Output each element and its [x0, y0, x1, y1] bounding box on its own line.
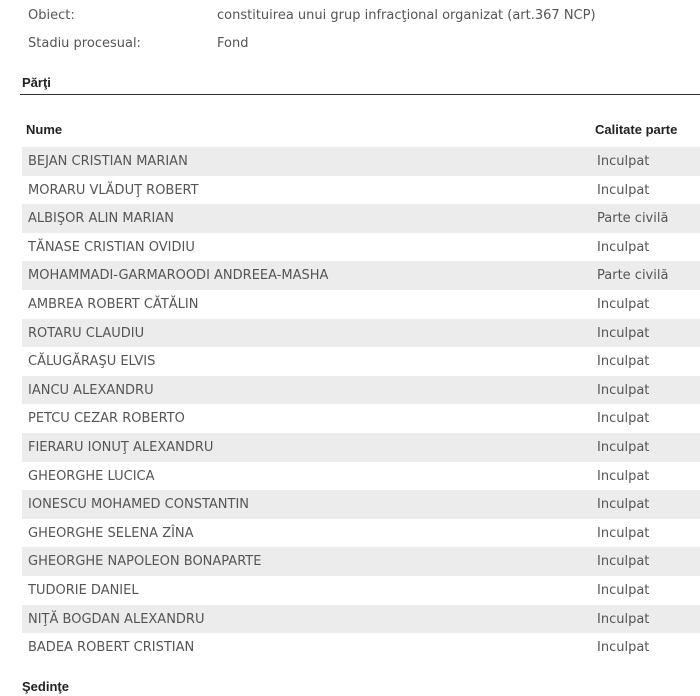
table-row: IONESCU MOHAMED CONSTANTIN Inculpat [22, 490, 700, 519]
section-title-parti: Părţi [22, 75, 51, 90]
table-row: GHEORGHE NAPOLEON BONAPARTE Inculpat [22, 547, 700, 576]
table-row: GHEORGHE SELENA ZÎNA Inculpat [22, 519, 700, 548]
table-row: TĂNASE CRISTIAN OVIDIU Inculpat [22, 233, 700, 262]
party-name: FIERARU IONUŢ ALEXANDRU [28, 439, 214, 455]
party-name: NIŢĂ BOGDAN ALEXANDRU [28, 611, 205, 627]
party-role: Inculpat [597, 611, 650, 627]
detail-label: Obiect: [28, 8, 75, 23]
parti-table: BEJAN CRISTIAN MARIAN Inculpat MORARU VLĂD… [22, 147, 700, 662]
section-divider [20, 94, 700, 95]
party-role: Inculpat [597, 382, 650, 398]
table-row: ROTARU CLAUDIU Inculpat [22, 318, 700, 348]
party-role: Inculpat [597, 411, 650, 427]
party-role: Inculpat [597, 582, 650, 598]
table-row: CĂLUGĂRAŞU ELVIS Inculpat [22, 347, 700, 376]
detail-value: constituirea unui grup infracţional orga… [217, 8, 596, 23]
party-name: BEJAN CRISTIAN MARIAN [28, 154, 188, 169]
party-name: IANCU ALEXANDRU [28, 382, 154, 398]
party-role: Inculpat [597, 439, 650, 455]
party-name: GHEORGHE NAPOLEON BONAPARTE [28, 554, 262, 570]
party-name: ROTARU CLAUDIU [28, 325, 145, 341]
detail-obiect: Obiect: constituirea unui grup infracţio… [28, 8, 596, 23]
party-role: Inculpat [597, 468, 650, 484]
table-row: GHEORGHE LUCICA Inculpat [22, 462, 700, 491]
table-header: Nume Calitate parte [22, 122, 700, 140]
party-role: Inculpat [597, 354, 650, 370]
table-row: BEJAN CRISTIAN MARIAN Inculpat [22, 147, 700, 176]
party-role: Inculpat [597, 182, 650, 198]
party-name: GHEORGHE SELENA ZÎNA [28, 525, 194, 541]
party-role: Parte civilă [597, 268, 669, 284]
party-name: ALBIŞOR ALIN MARIAN [28, 211, 174, 227]
section-title-sedinte: Şedinţe [22, 679, 69, 694]
party-role: Inculpat [597, 296, 650, 312]
party-name: TĂNASE CRISTIAN OVIDIU [28, 239, 195, 255]
detail-stadiu: Stadiu procesual: Fond [28, 36, 248, 51]
party-name: AMBREA ROBERT CĂTĂLIN [28, 296, 199, 312]
table-row: FIERARU IONUŢ ALEXANDRU Inculpat [22, 432, 700, 462]
column-header-calitate: Calitate parte [595, 122, 678, 137]
party-role: Inculpat [597, 640, 650, 656]
party-name: GHEORGHE LUCICA [28, 468, 155, 484]
party-name: PETCU CEZAR ROBERTO [28, 411, 185, 427]
column-header-nume: Nume [26, 122, 63, 137]
table-row: AMBREA ROBERT CĂTĂLIN Inculpat [22, 290, 700, 319]
party-role: Parte civilă [597, 211, 669, 227]
party-name: MORARU VLĂDUŢ ROBERT [28, 182, 199, 198]
party-name: BADEA ROBERT CRISTIAN [28, 640, 195, 656]
party-role: Inculpat [597, 554, 650, 570]
party-role: Inculpat [597, 325, 650, 341]
party-name: CĂLUGĂRAŞU ELVIS [28, 354, 156, 370]
detail-value: Fond [217, 36, 249, 51]
table-row: NIŢĂ BOGDAN ALEXANDRU Inculpat [22, 604, 700, 634]
party-name: MOHAMMADI-GARMAROODI ANDREEA-MASHA [28, 268, 329, 284]
table-row: PETCU CEZAR ROBERTO Inculpat [22, 404, 700, 433]
table-row: MORARU VLĂDUŢ ROBERT Inculpat [22, 176, 700, 205]
detail-label: Stadiu procesual: [28, 36, 141, 51]
party-role: Inculpat [597, 239, 650, 255]
table-row: IANCU ALEXANDRU Inculpat [22, 375, 700, 405]
party-name: TUDORIE DANIEL [28, 582, 139, 598]
party-role: Inculpat [597, 525, 650, 541]
table-row: TUDORIE DANIEL Inculpat [22, 576, 700, 605]
party-role: Inculpat [597, 497, 650, 513]
party-role: Inculpat [597, 154, 650, 169]
table-row: MOHAMMADI-GARMAROODI ANDREEA-MASHA Parte … [22, 261, 700, 290]
table-row: BADEA ROBERT CRISTIAN Inculpat [22, 633, 700, 662]
party-name: IONESCU MOHAMED CONSTANTIN [28, 497, 250, 513]
table-row: ALBIŞOR ALIN MARIAN Parte civilă [22, 204, 700, 233]
